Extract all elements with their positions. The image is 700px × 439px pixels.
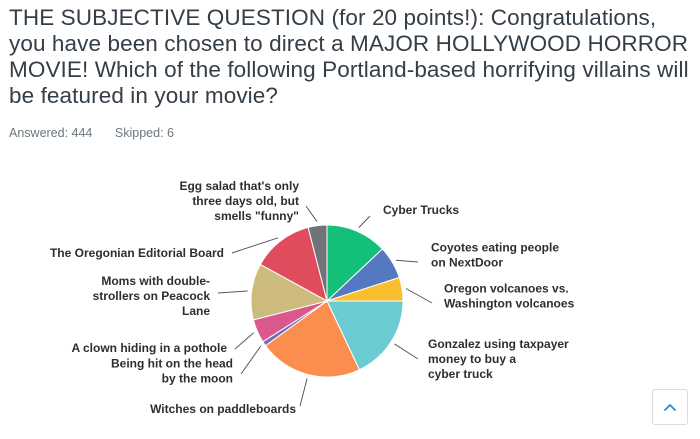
slice-label: Witches on paddleboards (150, 402, 296, 416)
response-stats: Answered: 444 Skipped: 6 (9, 126, 193, 140)
chevron-up-icon (664, 404, 676, 411)
leader-line (299, 378, 308, 407)
question-title: THE SUBJECTIVE QUESTION (for 20 points!)… (9, 5, 689, 108)
pie-slice[interactable] (264, 300, 361, 378)
leader-line (395, 259, 419, 263)
pie-slice[interactable] (259, 226, 328, 302)
leader-line (305, 205, 318, 222)
slice-label: Moms with double-strollers on Peacock Lan… (93, 274, 211, 318)
scroll-to-top-button[interactable] (652, 389, 688, 425)
slice-label: Coyotes eating people on NextDoor (431, 241, 559, 270)
pie-slice[interactable] (326, 224, 384, 303)
slice-label: Oregon volcanoes vs. Washington volcanoes (444, 282, 575, 311)
leader-line (231, 237, 279, 254)
slice-label: Gonzalez using taxpayer money to buy a cyb… (428, 337, 569, 381)
pie-slice[interactable] (307, 224, 328, 302)
answered-count: Answered: 444 (9, 126, 93, 140)
slice-label: Cyber Trucks (383, 203, 459, 217)
slice-label: The Oregonian Editorial Board (50, 246, 224, 260)
slice-label: Egg salad that's only three days old, but… (179, 179, 299, 223)
slice-label: Being hit on the head by the moon (111, 357, 233, 386)
leader-line (240, 345, 262, 375)
skipped-count: Skipped: 6 (114, 126, 174, 140)
leader-line (394, 343, 419, 360)
slice-label: A clown hiding in a pothole (71, 341, 227, 355)
pie-slice[interactable] (326, 300, 404, 371)
leader-line (234, 332, 254, 350)
leader-line (405, 288, 433, 304)
leader-line (358, 215, 371, 228)
leader-line (217, 290, 248, 294)
